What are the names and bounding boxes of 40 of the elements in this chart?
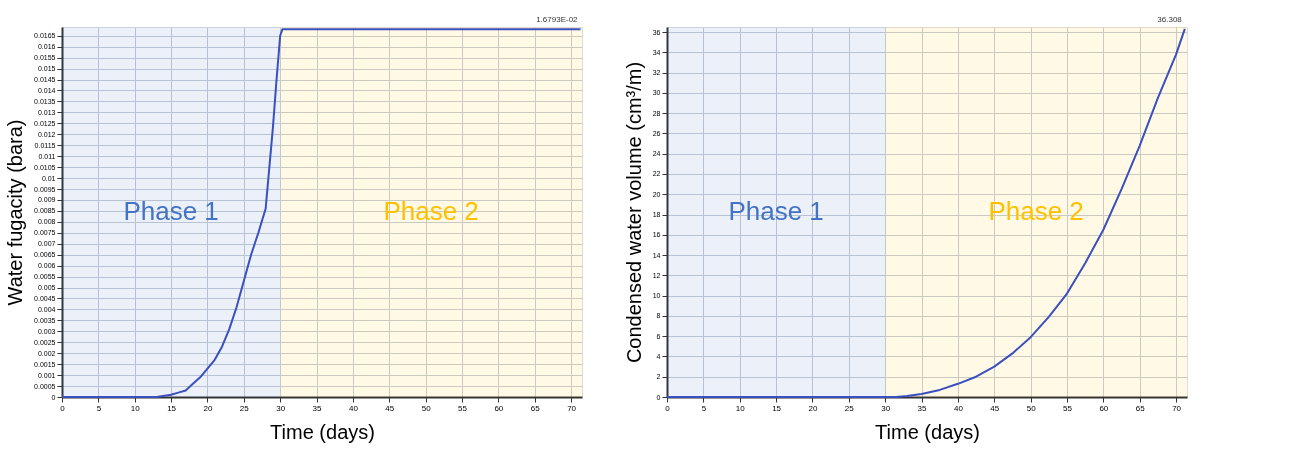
x-tick-label: 70 bbox=[567, 403, 577, 413]
x-axis-title: Time (days) bbox=[270, 420, 375, 443]
x-tick-label: 55 bbox=[1063, 403, 1073, 413]
annotation: 1.6793E-02 bbox=[536, 15, 579, 25]
band-label: Phase 2 bbox=[383, 196, 479, 226]
x-tick-label: 70 bbox=[1172, 403, 1182, 413]
x-tick-label: 5 bbox=[701, 403, 707, 413]
band-label: Phase 2 bbox=[988, 196, 1084, 226]
x-tick-label: 25 bbox=[239, 403, 250, 413]
x-axis-title: Time (days) bbox=[875, 420, 980, 443]
x-tick-label: 20 bbox=[808, 403, 818, 413]
x-tick-label: 40 bbox=[348, 403, 359, 413]
x-tick-label: 65 bbox=[1135, 403, 1146, 413]
y-axis-title: Water fugacity (bara) bbox=[4, 119, 27, 306]
x-tick-label: 40 bbox=[953, 403, 964, 413]
x-tick-label: 25 bbox=[844, 403, 855, 413]
x-tick-label: 65 bbox=[530, 403, 541, 413]
band-label: Phase 1 bbox=[123, 196, 219, 226]
x-tick-label: 0 bbox=[665, 403, 671, 413]
x-tick-label: 50 bbox=[421, 403, 432, 413]
x-tick-label: 0 bbox=[60, 403, 66, 413]
x-tick-label: 45 bbox=[385, 403, 395, 413]
x-tick-label: 35 bbox=[312, 403, 323, 413]
x-tick-label: 60 bbox=[1099, 403, 1109, 413]
x-tick-label: 10 bbox=[130, 403, 141, 413]
x-tick-label: 60 bbox=[494, 403, 504, 413]
x-tick-label: 45 bbox=[990, 403, 1000, 413]
y-axis-title: Condensed water volume (cm³/m) bbox=[622, 61, 645, 364]
annotation: 36.308 bbox=[1157, 14, 1183, 24]
band-label: Phase 1 bbox=[728, 196, 824, 226]
x-tick-label: 15 bbox=[772, 403, 782, 413]
x-tick-label: 15 bbox=[167, 403, 177, 413]
x-tick-label: 30 bbox=[276, 403, 286, 413]
x-tick-label: 5 bbox=[96, 403, 102, 413]
x-tick-label: 50 bbox=[1026, 403, 1037, 413]
x-tick-label: 55 bbox=[458, 403, 468, 413]
x-tick-label: 20 bbox=[203, 403, 213, 413]
x-tick-label: 30 bbox=[881, 403, 891, 413]
x-tick-label: 10 bbox=[735, 403, 746, 413]
x-tick-label: 35 bbox=[917, 403, 928, 413]
